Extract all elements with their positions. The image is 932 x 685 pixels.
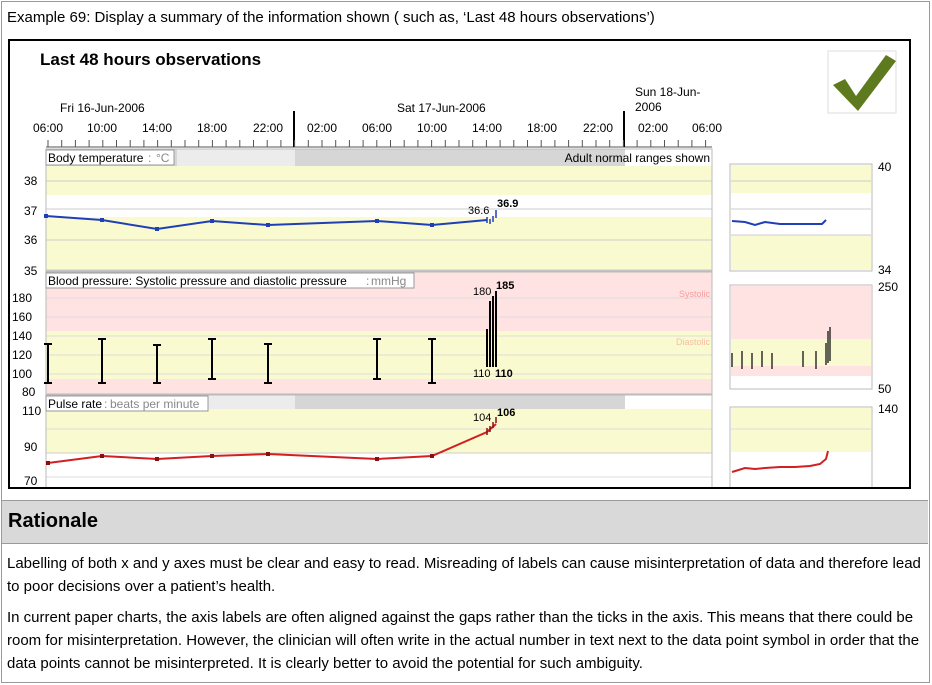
bp-y-tick: 140 xyxy=(12,329,32,343)
time-tick: 06:00 xyxy=(692,121,722,135)
temperature-trend-line xyxy=(45,215,488,231)
temperature-label: Body temperature xyxy=(48,151,144,165)
temperature-summary-line xyxy=(731,219,827,227)
temp-y-tick: 37 xyxy=(24,204,38,218)
temperature-recent-ticks xyxy=(486,210,497,224)
bp-prev-diastolic: 110 xyxy=(473,368,491,380)
pulse-y-tick: 90 xyxy=(24,440,38,454)
observations-screenshot: Last 48 hours observations Fri 16-Jun-20… xyxy=(8,39,911,489)
blood-pressure-unit-sep: : xyxy=(366,274,369,288)
diastolic-tag: Diastolic xyxy=(676,337,711,347)
date-fri: Fri 16-Jun-2006 xyxy=(60,101,145,115)
temp-y-tick: 36 xyxy=(24,233,38,247)
pulse-panel: Pulse rate : beats per minute 110 90 70 … xyxy=(22,394,713,488)
pulse-points xyxy=(46,452,434,465)
normal-ranges-note: Adult normal ranges shown xyxy=(565,151,710,165)
time-tick: 14:00 xyxy=(142,121,172,135)
time-tick: 06:00 xyxy=(33,121,63,135)
time-tick: 02:00 xyxy=(638,121,668,135)
blood-pressure-label: Blood pressure: Systolic pressure and di… xyxy=(48,274,347,288)
pulse-recent-ticks xyxy=(486,417,497,435)
example-caption: Example 69: Display a summary of the inf… xyxy=(7,9,655,26)
temperature-summary-min: 34 xyxy=(878,263,892,277)
pulse-unit: beats per minute xyxy=(110,397,200,411)
bp-y-tick: 180 xyxy=(12,291,32,305)
bp-recent-bars xyxy=(486,291,497,367)
temperature-unit-sep: : xyxy=(148,151,151,165)
pulse-prev-value: 104 xyxy=(473,412,491,424)
rationale-paragraph-2: In current paper charts, the axis labels… xyxy=(7,609,920,672)
bp-summary-min: 50 xyxy=(878,382,892,396)
pulse-summary: 140 xyxy=(729,402,898,487)
bp-y-tick: 100 xyxy=(12,367,32,381)
screen-title: Last 48 hours observations xyxy=(40,50,261,69)
bp-range-bars xyxy=(44,338,436,384)
bp-prev-systolic: 180 xyxy=(473,286,491,298)
bp-last-diastolic: 110 xyxy=(495,368,513,380)
temperature-summary: 40 34 xyxy=(729,160,892,277)
pulse-unit-sep: : xyxy=(104,397,107,411)
time-tick: 18:00 xyxy=(527,121,557,135)
bp-summary-max: 250 xyxy=(878,280,898,294)
pulse-label: Pulse rate xyxy=(48,397,102,411)
time-tick: 18:00 xyxy=(197,121,227,135)
pulse-last-value: 106 xyxy=(497,407,515,419)
observations-canvas: Last 48 hours observations Fri 16-Jun-20… xyxy=(12,50,898,488)
date-sat: Sat 17-Jun-2006 xyxy=(397,101,486,115)
blood-pressure-panel: Blood pressure: Systolic pressure and di… xyxy=(12,271,713,399)
time-tick: 10:00 xyxy=(87,121,117,135)
rationale-title: Rationale xyxy=(8,510,99,532)
rationale-header: Rationale xyxy=(2,500,928,544)
temperature-points xyxy=(44,214,434,231)
bp-last-systolic: 185 xyxy=(496,280,514,292)
time-tick: 02:00 xyxy=(307,121,337,135)
time-tick: 10:00 xyxy=(417,121,447,135)
temperature-last-value: 36.9 xyxy=(497,198,518,210)
time-tick: 14:00 xyxy=(472,121,502,135)
temp-y-tick: 35 xyxy=(24,264,38,278)
time-tick: 22:00 xyxy=(583,121,613,135)
bp-y-tick: 80 xyxy=(22,385,36,399)
pulse-y-tick: 70 xyxy=(24,474,38,488)
pulse-summary-line xyxy=(731,450,829,473)
bp-y-tick: 120 xyxy=(12,348,32,362)
systolic-tag: Systolic xyxy=(679,289,711,299)
time-tick: 06:00 xyxy=(362,121,392,135)
time-tick: 22:00 xyxy=(253,121,283,135)
blood-pressure-unit: mmHg xyxy=(371,274,406,288)
temperature-unit: °C xyxy=(156,151,170,165)
date-sun-line2: 2006 xyxy=(635,100,662,114)
bp-y-tick: 160 xyxy=(12,310,32,324)
time-axis: 06:00 10:00 14:00 18:00 22:00 02:00 06:0… xyxy=(33,111,722,148)
pulse-y-tick: 110 xyxy=(22,404,41,418)
pulse-summary-max: 140 xyxy=(878,402,898,416)
temperature-panel: Body temperature : °C Adult normal range… xyxy=(24,148,713,278)
temperature-prev-value: 36.6 xyxy=(468,205,489,217)
temp-y-tick: 38 xyxy=(24,174,38,188)
date-sun-line1: Sun 18-Jun- xyxy=(635,85,700,99)
rationale-paragraph-1: Labelling of both x and y axes must be c… xyxy=(7,555,921,595)
temperature-summary-max: 40 xyxy=(878,160,892,174)
check-icon xyxy=(827,50,897,114)
bp-summary-bars xyxy=(731,327,831,369)
blood-pressure-summary: 250 50 xyxy=(729,280,898,396)
